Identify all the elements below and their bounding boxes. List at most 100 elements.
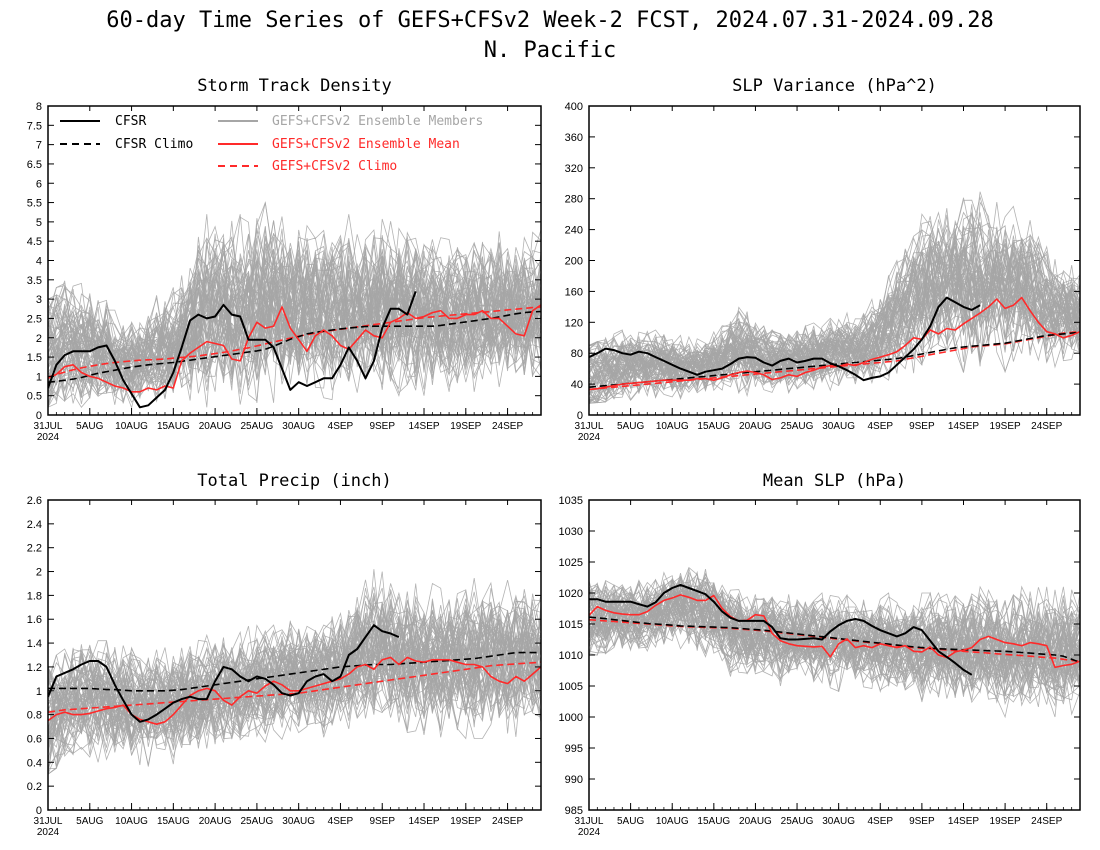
plot-area	[48, 569, 541, 775]
legend-label-members: GEFS+CFSv2 Ensemble Members	[272, 114, 483, 129]
y-tick-label: 400	[565, 101, 583, 113]
y-tick-label: 5	[36, 217, 42, 229]
figure-subtitle: N. Pacific	[484, 38, 616, 63]
y-tick-label: 40	[571, 379, 583, 391]
ensemble-member-line	[589, 204, 1080, 401]
series-line-gefs-cfsv2-ensemble-mean	[589, 594, 1080, 669]
y-tick-label: 0.6	[27, 733, 42, 745]
panel-storm-track-density: Storm Track Density 0 0.5 1 1.5 2 2.5 3 3.5 4 4.5 5…	[27, 76, 542, 443]
y-tick-label: 2.6	[27, 495, 42, 507]
panel-title: Storm Track Density	[197, 76, 391, 96]
y-tick-label: 1000	[559, 712, 583, 724]
x-tick-label: 5AUG	[76, 816, 103, 827]
y-tick-label: 0.4	[27, 757, 42, 769]
ensemble-member-line	[589, 263, 1080, 392]
ensemble-member-line	[48, 231, 541, 390]
y-tick-label: 200	[565, 256, 583, 268]
ensemble-member-line	[589, 222, 1080, 404]
ensemble-member-line	[48, 241, 541, 399]
y-tick-label: 3.5	[27, 275, 42, 287]
x-tick-label: 31JUL	[34, 816, 63, 827]
x-tick-label: 4SEP	[328, 421, 354, 432]
y-tick-label: 4.5	[27, 236, 42, 248]
y-tick-label: 1.8	[27, 590, 42, 602]
figure-title: 60-day Time Series of GEFS+CFSv2 Week-2 …	[106, 8, 993, 33]
x-tick-label: 30AUG	[282, 816, 315, 827]
series-line-cfsr-climo	[48, 651, 541, 692]
x-tick-label: 30AUG	[282, 421, 315, 432]
x-tick-label: 15AUG	[157, 816, 190, 827]
series-line-cfsr-climo	[589, 616, 1080, 664]
y-tick-label: 2.5	[27, 313, 42, 325]
x-tick-label: 20AUG	[199, 421, 232, 432]
ensemble-member-line	[48, 609, 541, 733]
y-tick-label: 1020	[559, 588, 583, 600]
legend-label-cfsr: CFSR	[115, 114, 146, 129]
series-line-gefs-cfsv2-climo	[48, 306, 541, 378]
legend-label-mean: GEFS+CFSv2 Ensemble Mean	[272, 137, 460, 152]
y-tick-label: 6	[36, 178, 42, 190]
x-tick-label: 31JUL	[575, 421, 604, 432]
x-tick-label: 25AUG	[240, 816, 273, 827]
x-tick-label: 15AUG	[697, 421, 730, 432]
x-tick-label: 9SEP	[909, 421, 935, 432]
ensemble-member-line	[48, 238, 541, 402]
ensemble-member-line	[589, 202, 1080, 401]
x-tick-label: 20AUG	[739, 421, 772, 432]
y-tick-label: 280	[565, 194, 583, 206]
x-tick-label: 10AUG	[115, 816, 148, 827]
x-tick-label: 4SEP	[328, 816, 354, 827]
y-tick-label: 1005	[559, 681, 583, 693]
y-tick-label: 7	[36, 140, 42, 152]
plot-area	[48, 201, 541, 410]
x-tick-label: 5AUG	[617, 816, 644, 827]
y-tick-label: 2.4	[27, 519, 42, 531]
panel-slp-variance: SLP Variance (hPa^2) 0 40 80 120 160 200 240 280…	[565, 76, 1081, 443]
x-tick-label: 20AUG	[199, 816, 232, 827]
x-tick-label: 14SEP	[948, 816, 979, 827]
y-tick-label: 0.8	[27, 710, 42, 722]
y-tick-label: 0	[577, 410, 583, 422]
x-tick-label: 10AUG	[656, 421, 689, 432]
x-tick-label: 19SEP	[450, 816, 481, 827]
x-tick-label: 31JUL	[34, 421, 63, 432]
legend: CFSR CFSR Climo GEFS+CFSv2 Ensemble Memb…	[60, 114, 483, 174]
y-tick-label: 0.5	[27, 391, 42, 403]
y-tick-label: 2	[36, 567, 42, 579]
y-tick-label: 1	[36, 686, 42, 698]
legend-label-model-climo: GEFS+CFSv2 Climo	[272, 159, 397, 174]
x-tick-label: 30AUG	[822, 816, 855, 827]
ensemble-member-line	[48, 236, 541, 408]
y-tick-label: 320	[565, 163, 583, 175]
y-tick-label: 7.5	[27, 120, 42, 132]
x-year-label: 2024	[37, 432, 60, 443]
x-tick-label: 19SEP	[990, 421, 1021, 432]
ensemble-members	[48, 569, 541, 775]
y-tick-label: 1010	[559, 650, 583, 662]
x-year-label: 2024	[37, 827, 60, 838]
y-tick-label: 1.4	[27, 638, 42, 650]
ensemble-members	[589, 191, 1080, 404]
plot-area	[589, 191, 1080, 404]
ensemble-member-line	[589, 219, 1080, 386]
x-tick-label: 19SEP	[450, 421, 481, 432]
x-year-label: 2024	[578, 827, 601, 838]
x-tick-label: 10AUG	[656, 816, 689, 827]
y-tick-label: 990	[565, 774, 583, 786]
panel-total-precip: Total Precip (inch) 0 0.2 0.4 0.6 0.8 1 1.2 1.4 1…	[27, 471, 542, 838]
series-line-cfsr	[589, 583, 973, 676]
ensemble-member-line	[589, 250, 1080, 391]
plot-frame	[47, 499, 542, 811]
x-tick-label: 10AUG	[115, 421, 148, 432]
x-tick-label: 9SEP	[369, 816, 395, 827]
ensemble-members	[48, 201, 541, 410]
panel-title: SLP Variance (hPa^2)	[732, 76, 937, 96]
plot-area	[589, 566, 1080, 719]
y-tick-label: 5.5	[27, 198, 42, 210]
y-tick-label: 360	[565, 132, 583, 144]
x-tick-label: 25AUG	[781, 421, 814, 432]
ensemble-member-line	[589, 576, 1080, 694]
ensemble-member-line	[48, 236, 541, 399]
series-line-cfsr	[589, 296, 981, 382]
x-tick-label: 15AUG	[697, 816, 730, 827]
